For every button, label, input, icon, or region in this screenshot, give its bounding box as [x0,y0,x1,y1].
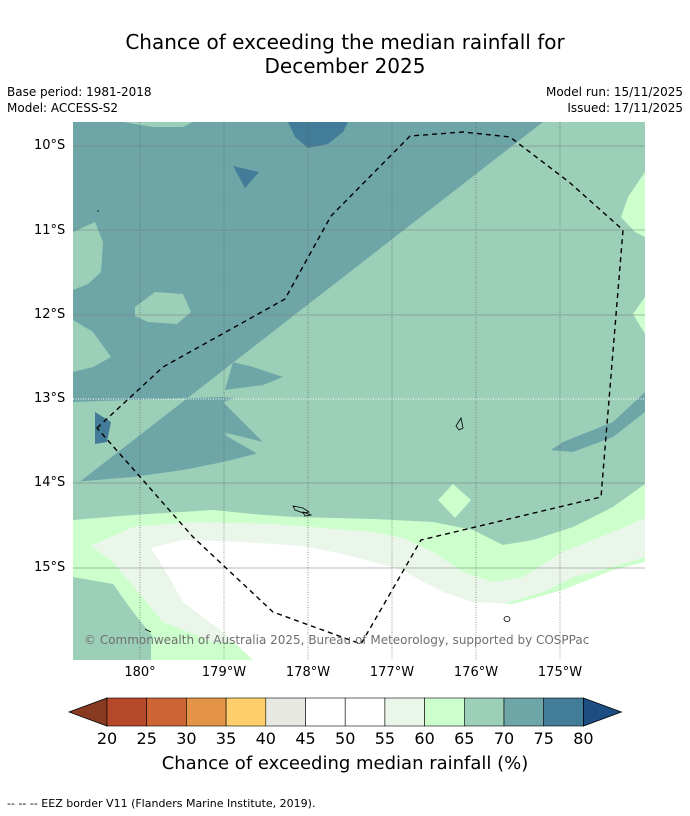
colorbar-tick-label: 25 [136,729,157,748]
zone-65-70-band [73,392,645,547]
title-line-1: Chance of exceeding the median rainfall … [125,30,565,54]
colorbar-tick-label: 50 [335,729,356,748]
colorbar-segment [305,697,346,727]
colorbar-tick-label: 55 [374,729,396,748]
colorbar-segment [186,697,227,727]
zone-65-70-west2 [73,320,111,372]
lat-label-14s: 14°S [34,475,66,490]
model-run: Model run: 15/11/2025 [545,85,683,99]
lat-label-13s: 13°S [34,391,66,406]
rainfall-map [73,122,645,660]
colorbar-tick-label: 30 [176,729,197,748]
lon-label-178w: 178°W [285,665,331,680]
meta-right: Model run: 15/11/2025 Issued: 17/11/2025 [546,84,683,116]
lat-label-10s: 10°S [34,138,66,153]
lon-label-175w: 175°W [537,665,583,680]
eez-border [96,131,624,645]
lon-label-180: 180° [124,665,156,680]
graticule [139,122,561,660]
base-period: Base period: 1981-2018 [7,85,152,99]
colorbar-segment [503,697,545,727]
zone-60-65-e [633,297,645,334]
colorbar-segment [543,697,584,727]
zone-65-70-west1 [73,222,103,290]
colorbar-segment [106,697,148,727]
title-line-2: December 2025 [264,54,426,78]
colorbar-segment [344,697,386,727]
colorbar-segment [225,697,267,727]
lon-label-177w: 177°W [369,665,415,680]
lat-label-12s: 12°S [34,307,66,322]
colorbar-segment [146,697,187,727]
colorbar-segment [463,697,505,727]
colorbar-segment [384,697,425,727]
island-2 [292,505,311,514]
lat-label-15s: 15°S [34,560,66,575]
zone-45-55-lower [453,618,573,642]
credit-text: © Commonwealth of Australia 2025, Bureau… [84,633,590,647]
map-title: Chance of exceeding the median rainfall … [0,30,690,78]
colorbar-tick-label: 20 [96,729,118,748]
colorbar-tick-label: 60 [414,729,435,748]
meta-left: Base period: 1981-2018 Model: ACCESS-S2 [7,84,152,116]
colorbar-tick-label: 40 [255,729,276,748]
zone-65-70-center [318,197,573,352]
colorbar-tick-label: 70 [493,729,515,748]
colorbar [68,697,623,727]
zone-65-70-ne [433,122,645,392]
lat-label-11s: 11°S [34,223,66,238]
colorbar-under-arrow [68,697,108,727]
colorbar-tick-label: 35 [215,729,237,748]
colorbar-tick-label: 80 [573,729,594,748]
island-4 [503,616,511,622]
lon-label-176w: 176°W [453,665,499,680]
colorbar-segment [265,697,306,727]
zone-65-70-sw [73,577,163,660]
model-name: Model: ACCESS-S2 [7,101,119,115]
colorbar-tick-label: 75 [533,729,554,748]
zone-75-80-top [288,122,348,148]
zone-60-65-sw [151,637,213,660]
colorbar-tick-label: 65 [454,729,475,748]
lon-label-179w: 179°W [201,665,247,680]
island-5 [144,628,152,633]
colorbar-over-arrow [583,697,623,727]
colorbar-tick-label: 45 [295,729,316,748]
zone-60-65-ne [621,172,645,237]
colorbar-label: Chance of exceeding median rainfall (%) [161,753,529,774]
island-3 [302,511,313,517]
eez-legend-note: -- -- -- EEZ border V11 (Flanders Marine… [7,797,316,810]
zone-75-80-west [95,412,111,444]
issued-date: Issued: 17/11/2025 [567,101,683,115]
zone-75-80-small [233,166,259,188]
zone-65-70-top [123,122,193,127]
colorbar-segment [424,697,465,727]
zone-65-70-blob [135,292,191,324]
island-1 [455,416,464,431]
zone-60-65-blob [438,484,471,518]
